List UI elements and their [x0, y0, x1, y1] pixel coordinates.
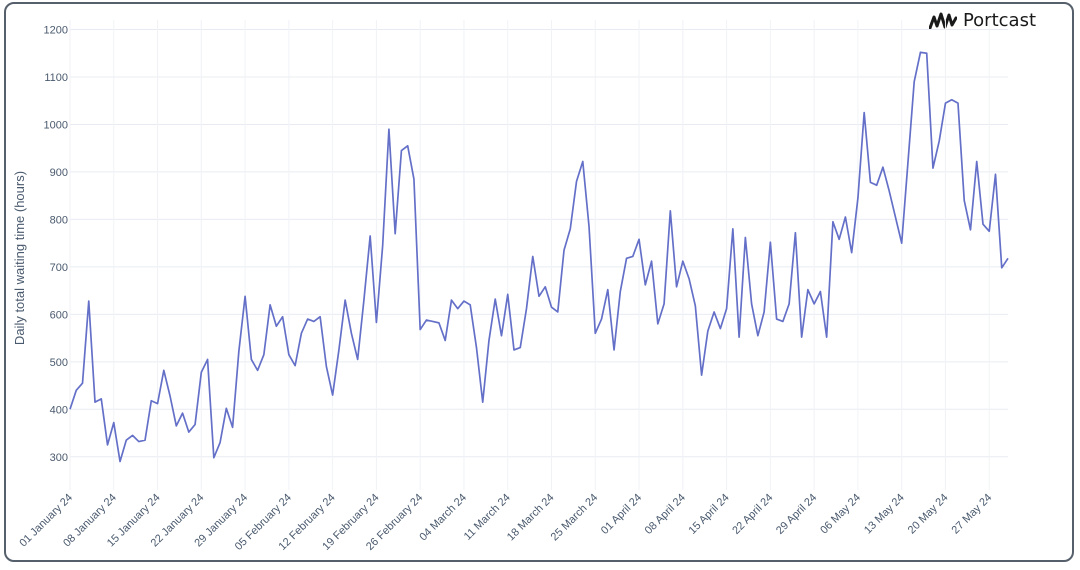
y-tick-label: 1100 — [44, 72, 68, 84]
x-tick-label: 15 April 24 — [686, 492, 731, 537]
grid — [69, 20, 1008, 490]
y-tick-label: 500 — [50, 357, 68, 369]
x-tick-label: 04 March 24 — [417, 492, 469, 544]
x-tick-label: 01 April 24 — [599, 492, 644, 537]
x-tick-label: 27 May 24 — [950, 492, 995, 537]
x-tick-label: 06 May 24 — [818, 492, 863, 537]
y-axis-ticks: 300 400 500 600 700 800 900 1000 1100 1200 — [44, 24, 68, 463]
x-tick-label: 13 May 24 — [862, 492, 907, 537]
y-tick-label: 900 — [50, 167, 68, 179]
x-tick-label: 22 April 24 — [730, 492, 775, 537]
brand-name: Portcast — [962, 10, 1036, 31]
y-tick-label: 300 — [50, 452, 68, 464]
x-tick-label: 29 April 24 — [774, 492, 819, 537]
x-tick-label: 25 March 24 — [549, 492, 601, 544]
y-tick-label: 600 — [50, 309, 68, 321]
y-tick-label: 700 — [50, 262, 68, 274]
chart-frame: Portcast — [4, 2, 1074, 562]
y-tick-label: 800 — [50, 214, 68, 226]
series-line — [69, 51, 1009, 463]
y-tick-label: 1000 — [44, 119, 68, 131]
y-tick-label: 1200 — [44, 24, 68, 36]
y-tick-label: 400 — [50, 404, 68, 416]
x-tick-label: 20 May 24 — [906, 492, 951, 537]
portcast-logo-icon — [928, 12, 957, 29]
x-tick-label: 08 April 24 — [643, 492, 688, 537]
y-axis-label: Daily total waiting time (hours) — [12, 171, 27, 345]
brand: Portcast — [928, 10, 1036, 31]
